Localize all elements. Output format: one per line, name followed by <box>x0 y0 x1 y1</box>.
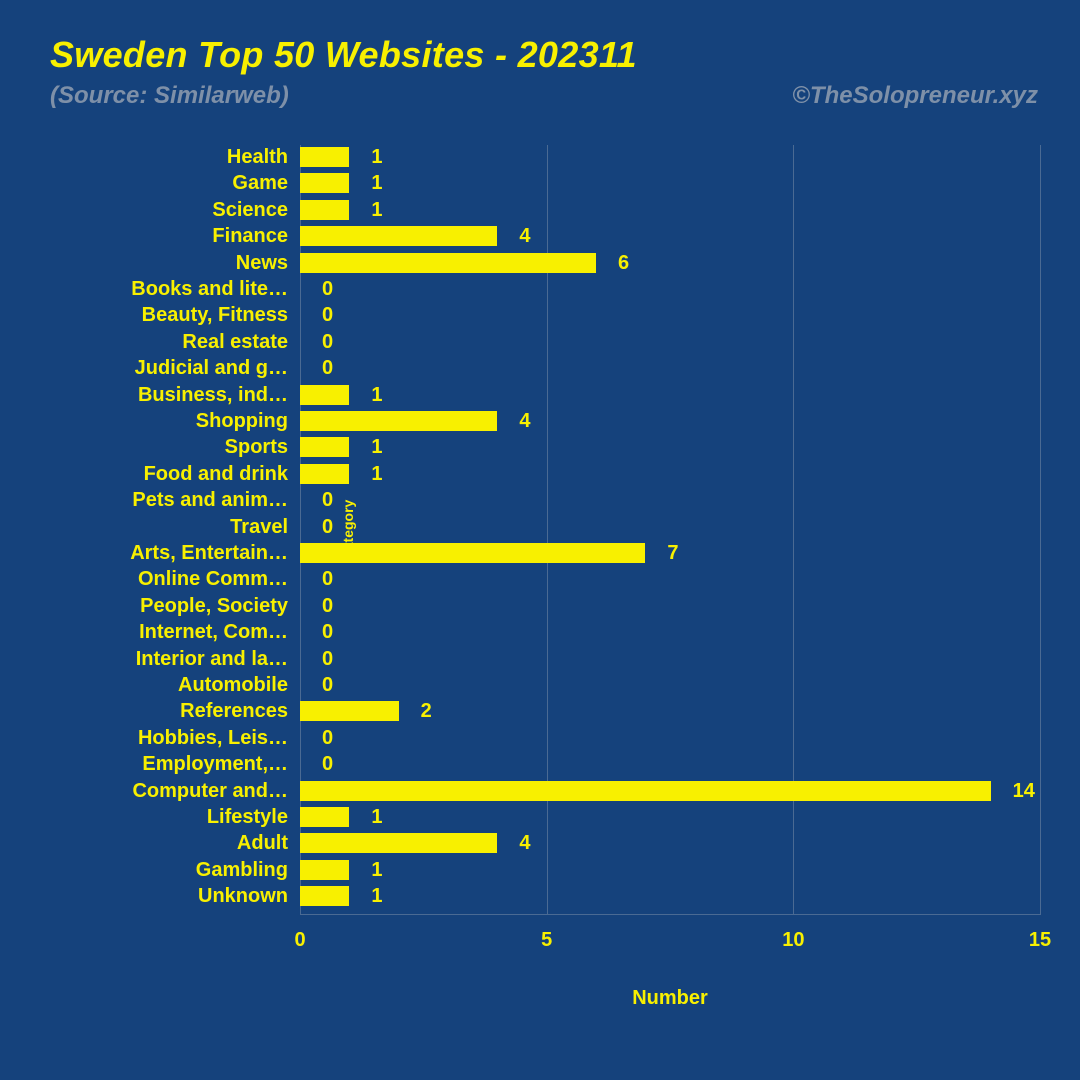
category-label: Real estate <box>182 332 288 352</box>
category-label: Finance <box>212 226 288 246</box>
category-label: References <box>180 701 288 721</box>
bar <box>300 833 497 853</box>
value-label: 1 <box>371 464 382 484</box>
value-label: 0 <box>322 332 333 352</box>
value-label: 0 <box>322 622 333 642</box>
category-label: People, Society <box>140 596 288 616</box>
value-label: 2 <box>421 701 432 721</box>
category-label: Game <box>232 173 288 193</box>
chart-subtitle: (Source: Similarweb) <box>50 82 289 110</box>
value-label: 1 <box>371 437 382 457</box>
value-label: 1 <box>371 807 382 827</box>
bar <box>300 886 349 906</box>
value-label: 1 <box>371 200 382 220</box>
bar <box>300 437 349 457</box>
value-label: 4 <box>519 226 530 246</box>
value-label: 0 <box>322 305 333 325</box>
category-label: Shopping <box>196 411 288 431</box>
x-axis-line <box>300 914 1040 915</box>
value-label: 0 <box>322 279 333 299</box>
value-label: 4 <box>519 833 530 853</box>
plot-area: Category Number 051015Health1Game1Scienc… <box>300 145 1040 915</box>
value-label: 1 <box>371 147 382 167</box>
bar <box>300 860 349 880</box>
value-label: 0 <box>322 490 333 510</box>
value-label: 1 <box>371 886 382 906</box>
category-label: News <box>236 253 288 273</box>
bar <box>300 411 497 431</box>
category-label: Hobbies, Leis… <box>138 728 288 748</box>
value-label: 0 <box>322 675 333 695</box>
bar <box>300 226 497 246</box>
bar <box>300 200 349 220</box>
x-tick-label: 5 <box>541 929 552 952</box>
bar <box>300 543 645 563</box>
bar <box>300 464 349 484</box>
bar <box>300 385 349 405</box>
value-label: 14 <box>1013 781 1035 801</box>
category-label: Interior and la… <box>136 649 288 669</box>
category-label: Adult <box>237 833 288 853</box>
bar <box>300 781 991 801</box>
gridline <box>1040 145 1041 915</box>
category-label: Sports <box>225 437 288 457</box>
category-label: Judicial and g… <box>135 358 288 378</box>
bar <box>300 701 399 721</box>
category-label: Books and lite… <box>131 279 288 299</box>
category-label: Food and drink <box>144 464 288 484</box>
category-label: Pets and anim… <box>132 490 288 510</box>
category-label: Science <box>212 200 288 220</box>
value-label: 0 <box>322 649 333 669</box>
bar <box>300 253 596 273</box>
category-label: Gambling <box>196 860 288 880</box>
category-label: Online Comm… <box>138 569 288 589</box>
category-label: Lifestyle <box>207 807 288 827</box>
bar <box>300 147 349 167</box>
category-label: Computer and… <box>132 781 288 801</box>
bar <box>300 173 349 193</box>
value-label: 4 <box>519 411 530 431</box>
value-label: 0 <box>322 517 333 537</box>
x-tick-label: 15 <box>1029 929 1051 952</box>
value-label: 1 <box>371 173 382 193</box>
x-tick-label: 10 <box>782 929 804 952</box>
category-label: Unknown <box>198 886 288 906</box>
category-label: Internet, Com… <box>139 622 288 642</box>
value-label: 6 <box>618 253 629 273</box>
chart-title: Sweden Top 50 Websites - 202311 <box>50 34 637 76</box>
category-label: Business, ind… <box>138 385 288 405</box>
category-label: Arts, Entertain… <box>130 543 288 563</box>
value-label: 0 <box>322 596 333 616</box>
x-tick-label: 0 <box>294 929 305 952</box>
category-label: Employment,… <box>142 754 288 774</box>
value-label: 0 <box>322 754 333 774</box>
category-label: Travel <box>230 517 288 537</box>
value-label: 0 <box>322 569 333 589</box>
x-axis-label: Number <box>632 987 708 1010</box>
category-label: Health <box>227 147 288 167</box>
category-label: Automobile <box>178 675 288 695</box>
category-label: Beauty, Fitness <box>142 305 288 325</box>
value-label: 1 <box>371 385 382 405</box>
value-label: 0 <box>322 728 333 748</box>
value-label: 1 <box>371 860 382 880</box>
value-label: 0 <box>322 358 333 378</box>
chart-watermark: ©TheSolopreneur.xyz <box>792 82 1038 110</box>
value-label: 7 <box>667 543 678 563</box>
bar <box>300 807 349 827</box>
chart-container: Sweden Top 50 Websites - 202311 (Source:… <box>0 0 1080 1080</box>
